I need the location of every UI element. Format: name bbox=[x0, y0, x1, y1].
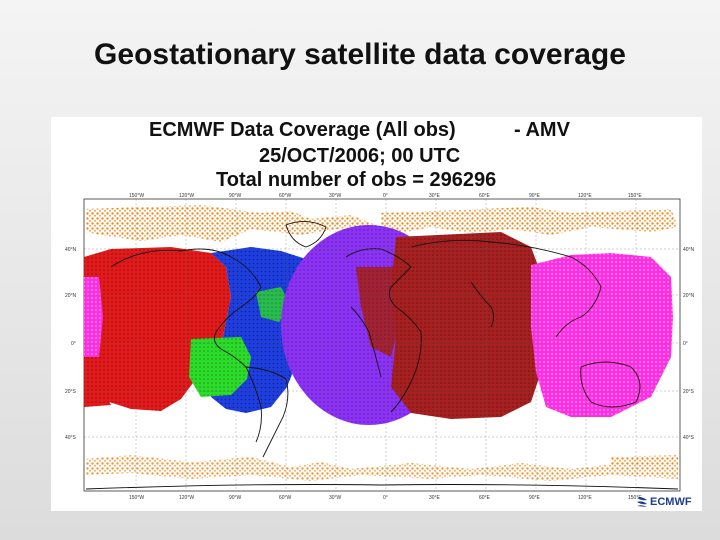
lon-labels-bottom: 150°W 120°W 90°W 60°W 30°W 0° 30°E 60°E … bbox=[129, 495, 642, 501]
lon-label: 120°E bbox=[578, 495, 592, 501]
lon-label: 30°W bbox=[329, 193, 342, 199]
meteosat-indian-coverage bbox=[391, 232, 546, 419]
lon-label: 90°W bbox=[229, 193, 242, 199]
graticule bbox=[84, 199, 680, 491]
lat-label: 40°S bbox=[683, 435, 695, 441]
ecmwf-logo: ECMWF bbox=[636, 496, 692, 508]
coverage-panel: 150°W 120°W 90°W 60°W 30°W 0° 30°E 60°E … bbox=[51, 117, 702, 511]
coverage-date: 25/OCT/2006; 00 UTC bbox=[259, 145, 461, 167]
lon-label: 60°W bbox=[279, 193, 292, 199]
lat-label: 0° bbox=[71, 341, 76, 347]
coastlines bbox=[85, 221, 679, 490]
lat-label: 20°S bbox=[65, 389, 77, 395]
lon-label: 0° bbox=[383, 495, 388, 501]
lat-label: 0° bbox=[683, 341, 688, 347]
lon-label: 60°E bbox=[479, 193, 491, 199]
lon-label: 150°W bbox=[129, 193, 144, 199]
lon-label: 60°E bbox=[479, 495, 491, 501]
goes-east-green-coverage bbox=[189, 337, 251, 397]
lat-label: 20°S bbox=[683, 389, 695, 395]
lon-label: 150°E bbox=[628, 193, 642, 199]
ecmwf-logo-icon bbox=[637, 497, 647, 507]
lat-label: 40°N bbox=[65, 247, 77, 253]
coverage-map: 150°W 120°W 90°W 60°W 30°W 0° 30°E 60°E … bbox=[65, 193, 695, 501]
lon-label: 120°W bbox=[179, 495, 194, 501]
lat-labels-left: 40°N 20°N 0° 20°S 40°S bbox=[65, 247, 77, 441]
lon-label: 120°W bbox=[179, 193, 194, 199]
lon-label: 90°E bbox=[529, 193, 541, 199]
lon-label: 120°E bbox=[578, 193, 592, 199]
lon-label: 150°W bbox=[129, 495, 144, 501]
polar-south-band bbox=[86, 455, 678, 481]
mtsat-wrap-left bbox=[84, 277, 103, 357]
slide-title: Geostationary satellite data coverage bbox=[94, 38, 626, 71]
lon-label: 30°E bbox=[429, 495, 441, 501]
lon-labels-top: 150°W 120°W 90°W 60°W 30°W 0° 30°E 60°E … bbox=[129, 193, 642, 199]
coverage-subset: - AMV bbox=[514, 119, 570, 141]
lon-label: 30°E bbox=[429, 193, 441, 199]
coverage-title: ECMWF Data Coverage (All obs) bbox=[149, 119, 456, 141]
ecmwf-logo-text: ECMWF bbox=[650, 496, 692, 508]
lat-labels-right: 40°N 20°N 0° 20°S 40°S bbox=[683, 247, 695, 441]
lat-label: 20°N bbox=[65, 293, 77, 299]
lat-label: 40°N bbox=[683, 247, 695, 253]
lat-label: 20°N bbox=[683, 293, 695, 299]
lon-label: 90°E bbox=[529, 495, 541, 501]
polar-north-band bbox=[86, 205, 678, 242]
lon-label: 150°E bbox=[628, 495, 642, 501]
mtsat-coverage bbox=[531, 253, 673, 417]
lon-label: 0° bbox=[383, 193, 388, 199]
coverage-total: Total number of obs = 296296 bbox=[216, 169, 497, 191]
lat-label: 40°S bbox=[65, 435, 77, 441]
lon-label: 30°W bbox=[329, 495, 342, 501]
lon-label: 90°W bbox=[229, 495, 242, 501]
lon-label: 60°W bbox=[279, 495, 292, 501]
